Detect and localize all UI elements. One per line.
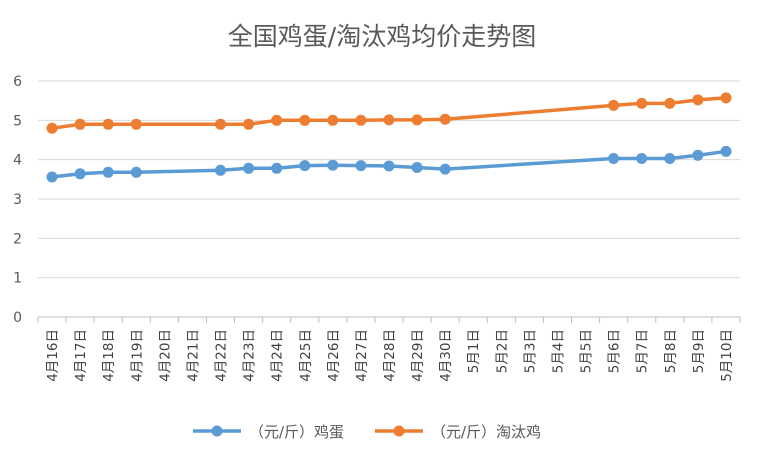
axes: 0 1 2 3 4 5 6 4月16日 4月17日 4月18日 4月19日 4月20日 4月21日 4月2… <box>13 74 741 382</box>
x-tick-label: 4月22日 <box>214 329 230 382</box>
x-tick-label: 5月10日 <box>719 329 735 382</box>
x-tick-label: 4月26日 <box>326 329 342 382</box>
x-tick-label: 5月7日 <box>635 329 651 373</box>
data-point <box>355 160 367 172</box>
data-point <box>243 162 255 174</box>
x-tick-label: 5月5日 <box>579 329 595 373</box>
x-tick-label: 5月8日 <box>663 329 679 373</box>
data-point <box>215 164 226 176</box>
data-point <box>46 122 58 134</box>
x-tick-label: 4月20日 <box>157 329 173 382</box>
y-tick-label: 4 <box>13 153 22 169</box>
x-tick-label: 5月2日 <box>494 329 510 373</box>
y-tick-label: 2 <box>13 231 22 247</box>
x-tick-label: 4月21日 <box>185 329 201 382</box>
x-tick-label: 4月29日 <box>410 329 426 382</box>
x-tick-label: 4月24日 <box>270 329 286 382</box>
x-tick-label: 5月3日 <box>522 329 538 373</box>
legend: （元/斤）鸡蛋 （元/斤）淘汰鸡 <box>193 423 541 441</box>
y-tick-label: 5 <box>13 113 22 129</box>
data-point <box>720 145 732 157</box>
data-point <box>411 162 423 173</box>
data-point <box>608 153 620 164</box>
x-tick-label: 4月23日 <box>242 329 258 382</box>
data-point <box>327 159 339 171</box>
x-tick-label: 5月4日 <box>550 329 566 373</box>
data-point <box>102 118 114 130</box>
legend-label-1: （元/斤）淘汰鸡 <box>431 423 541 441</box>
legend-marker-1 <box>393 425 405 437</box>
x-tick-label: 4月30日 <box>438 329 454 382</box>
data-point <box>74 118 86 130</box>
data-point <box>636 153 648 164</box>
x-tick-label: 4月25日 <box>298 329 314 382</box>
data-point <box>215 118 226 130</box>
data-point <box>664 97 676 109</box>
x-tick-label: 5月1日 <box>466 329 482 373</box>
y-tick-label: 1 <box>13 271 22 287</box>
data-point <box>636 97 648 109</box>
data-point <box>327 114 339 126</box>
legend-label-0: （元/斤）鸡蛋 <box>249 423 344 441</box>
data-point <box>130 166 142 178</box>
x-tick-label: 4月27日 <box>354 329 370 382</box>
data-point <box>271 114 283 126</box>
data-point <box>720 92 732 104</box>
data-point <box>692 94 704 106</box>
data-point <box>692 149 704 161</box>
data-point <box>439 113 451 125</box>
data-point <box>299 114 311 126</box>
y-tick-label: 3 <box>13 192 22 208</box>
x-tick-label: 4月17日 <box>73 329 89 382</box>
series-lines <box>46 92 732 183</box>
x-tick-label: 5月9日 <box>691 329 707 373</box>
x-tick-label: 4月16日 <box>45 329 61 382</box>
data-point <box>383 114 395 126</box>
data-point <box>46 171 58 183</box>
data-point <box>439 163 451 175</box>
x-tick-label: 4月19日 <box>129 329 145 382</box>
grid-lines <box>38 80 740 279</box>
x-tick-label: 4月28日 <box>382 329 398 382</box>
data-point <box>102 166 114 178</box>
y-tick-label: 0 <box>13 310 22 326</box>
data-point <box>664 153 676 164</box>
data-point <box>271 162 283 174</box>
data-point <box>411 114 423 126</box>
data-point <box>130 118 142 130</box>
data-point <box>243 118 255 130</box>
x-tick-label: 5月6日 <box>607 329 623 373</box>
data-point <box>355 114 367 126</box>
data-point <box>608 99 620 111</box>
data-point <box>74 168 86 180</box>
chart-title: 全国鸡蛋/淘汰鸡均价走势图 <box>228 22 536 51</box>
legend-marker-0 <box>211 425 223 437</box>
data-point <box>299 160 311 172</box>
x-tick-label: 4月18日 <box>101 329 117 382</box>
y-tick-label: 6 <box>13 74 22 90</box>
data-point <box>383 160 395 172</box>
